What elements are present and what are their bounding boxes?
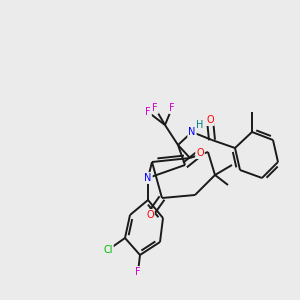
Text: N: N: [144, 173, 152, 183]
Text: O: O: [146, 210, 154, 220]
Text: F: F: [152, 103, 158, 113]
Text: Cl: Cl: [103, 245, 113, 255]
Text: F: F: [169, 103, 175, 113]
Text: O: O: [206, 115, 214, 125]
Text: N: N: [188, 127, 196, 137]
Text: O: O: [196, 148, 204, 158]
Text: F: F: [135, 267, 141, 277]
Text: H: H: [196, 120, 204, 130]
Text: F: F: [145, 107, 151, 117]
